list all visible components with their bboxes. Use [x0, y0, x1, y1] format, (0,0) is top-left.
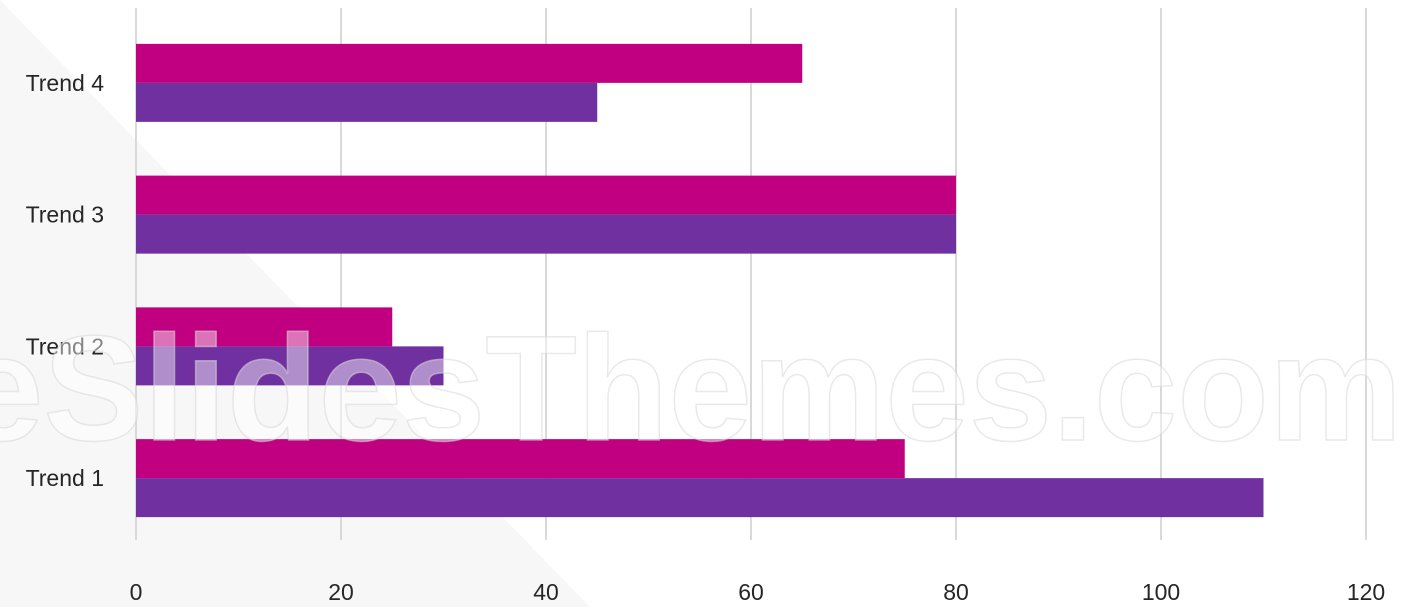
- x-tick-label: 40: [533, 579, 559, 605]
- x-tick-label: 120: [1347, 579, 1385, 605]
- bar-series1-trend-3: [136, 214, 956, 254]
- bar-series2-trend-3: [136, 175, 956, 215]
- bar-series2-trend-4: [136, 43, 803, 83]
- category-labels: Trend 1 Trend 2 Trend 3 Trend 4: [26, 70, 105, 491]
- bar-series1-trend-4: [136, 82, 598, 122]
- x-tick-label: 100: [1142, 579, 1180, 605]
- x-tick-label: 0: [130, 579, 143, 605]
- bar-series1-trend-1: [136, 478, 1264, 518]
- bar-series1-trend-2: [136, 346, 444, 386]
- category-label: Trend 4: [26, 70, 105, 96]
- x-tick-label: 60: [738, 579, 764, 605]
- x-tick-label: 20: [328, 579, 354, 605]
- bars: [136, 43, 1264, 518]
- bar-series2-trend-1: [136, 439, 905, 479]
- category-label: Trend 3: [26, 202, 104, 228]
- category-label: Trend 2: [26, 333, 104, 359]
- x-tick-label: 80: [943, 579, 969, 605]
- bar-series2-trend-2: [136, 307, 393, 347]
- category-label: Trend 1: [26, 465, 104, 491]
- x-tick-labels: 0 20 40 60 80 100 120: [130, 579, 1386, 605]
